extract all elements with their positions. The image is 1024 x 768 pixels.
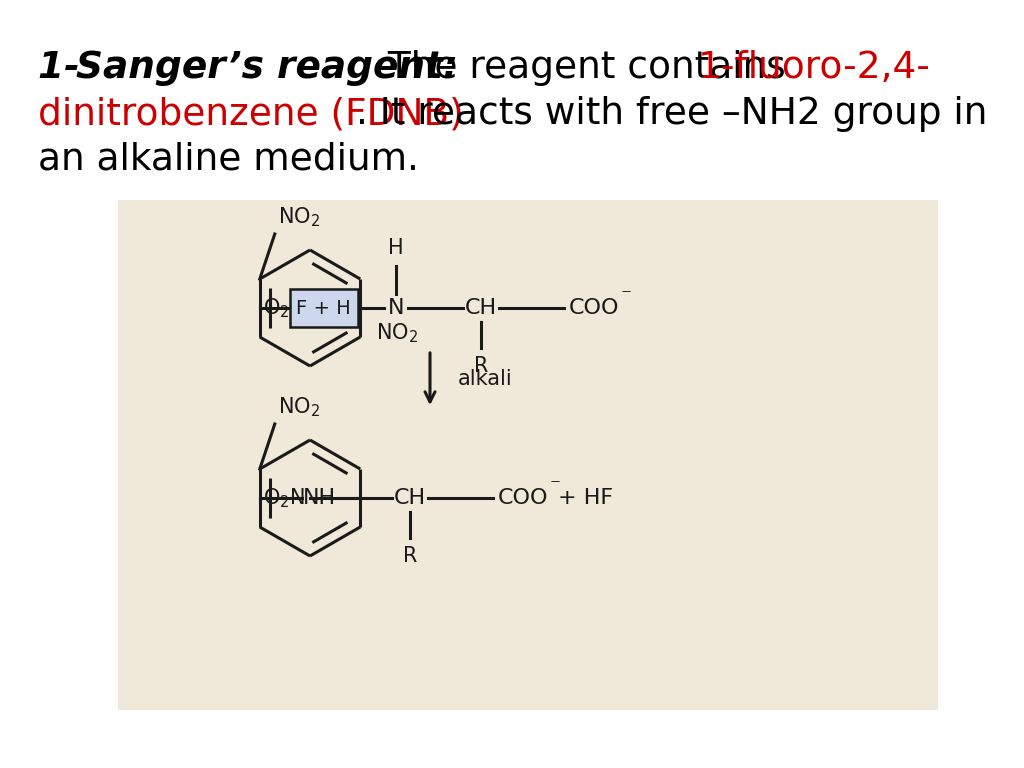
Text: R: R — [473, 356, 488, 376]
Text: . It reacts with free –NH2 group in: . It reacts with free –NH2 group in — [356, 96, 987, 132]
Text: H: H — [388, 238, 403, 258]
Text: 1-fluoro-2,4-: 1-fluoro-2,4- — [698, 50, 931, 86]
Text: O$_2$N: O$_2$N — [263, 486, 305, 510]
Text: ⁻: ⁻ — [550, 476, 561, 496]
Text: O$_2$N: O$_2$N — [263, 296, 305, 319]
Text: The reagent contains: The reagent contains — [376, 50, 798, 86]
Text: NO$_2$: NO$_2$ — [376, 321, 418, 345]
Text: NH: NH — [303, 488, 336, 508]
Text: CH: CH — [465, 298, 497, 318]
Text: + HF: + HF — [558, 488, 613, 508]
Text: an alkaline medium.: an alkaline medium. — [38, 142, 419, 178]
Text: COO: COO — [568, 298, 620, 318]
Bar — [290, 289, 357, 327]
Text: F + H: F + H — [296, 299, 351, 317]
Text: dinitrobenzene (FDNB): dinitrobenzene (FDNB) — [38, 96, 464, 132]
Text: NO$_2$: NO$_2$ — [278, 205, 319, 229]
Bar — [118, 200, 938, 710]
Text: COO: COO — [498, 488, 548, 508]
Text: Sanger’s reagent:: Sanger’s reagent: — [76, 50, 458, 86]
Text: CH: CH — [393, 488, 426, 508]
Text: alkali: alkali — [458, 369, 513, 389]
Text: R: R — [402, 546, 417, 566]
Text: ⁻: ⁻ — [621, 286, 632, 306]
Text: N: N — [387, 298, 404, 318]
Text: NO$_2$: NO$_2$ — [278, 396, 319, 419]
Text: 1-: 1- — [38, 50, 93, 86]
